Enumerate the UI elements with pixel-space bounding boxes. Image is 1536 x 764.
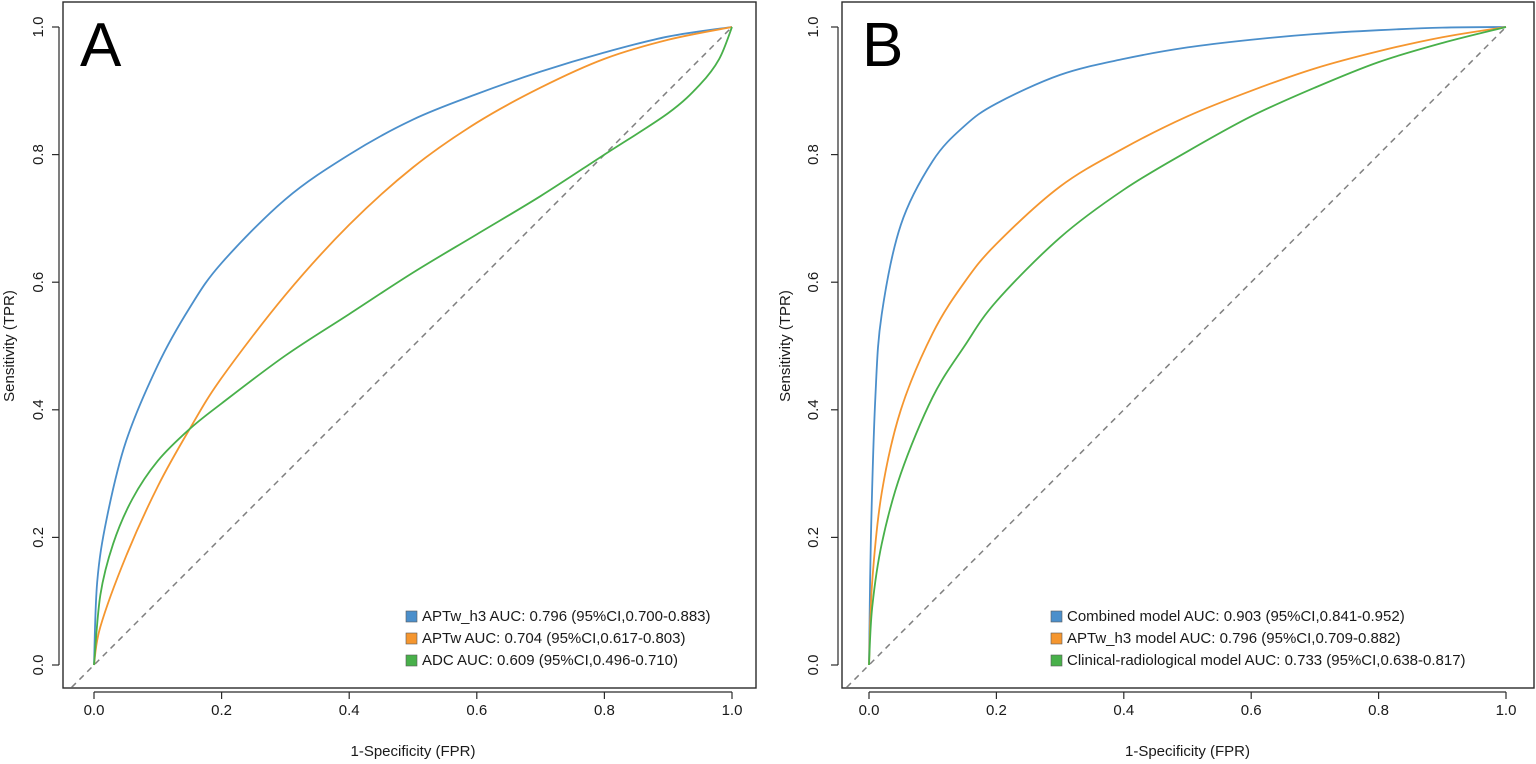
legend-label: ADC AUC: 0.609 (95%CI,0.496-0.710)	[422, 652, 678, 669]
x-tick-label: 0.4	[339, 702, 360, 719]
y-tick-label: 0.0	[30, 655, 47, 676]
y-tick-label: 0.6	[30, 272, 47, 293]
reference-diagonal	[71, 26, 733, 688]
legend: Combined model AUC: 0.903 (95%CI,0.841-0…	[1050, 608, 1466, 669]
y-tick-label: 0.8	[30, 144, 47, 165]
x-axis: 0.0 0.2 0.4 0.6 0.8 1.0	[859, 691, 1517, 719]
roc-curve-3	[93, 26, 733, 666]
y-axis-title: Sensitivity (TPR)	[1, 290, 18, 402]
y-tick-label: 1.0	[30, 17, 47, 38]
roc-curve-1	[93, 26, 733, 666]
y-tick-label: 0.4	[30, 399, 47, 420]
legend-label: APTw_h3 model AUC: 0.796 (95%CI,0.709-0.…	[1067, 630, 1401, 647]
panel-b: 0.0 0.2 0.4 0.6 0.8 1.0 1-Specificity (FPR) 0.0…	[777, 1, 1535, 760]
y-tick-label: 0.2	[30, 527, 47, 548]
panel-label: A	[80, 11, 122, 80]
roc-curve-2	[93, 26, 733, 666]
legend-label: Clinical-radiological model AUC: 0.733 (…	[1067, 652, 1466, 669]
y-tick-label: 0.8	[805, 144, 822, 165]
x-tick-label: 0.8	[1368, 702, 1389, 719]
x-tick-label: 1.0	[1496, 702, 1517, 719]
x-tick-label: 0.8	[594, 702, 615, 719]
legend-label: APTw_h3 AUC: 0.796 (95%CI,0.700-0.883)	[422, 608, 711, 625]
plot-frame	[841, 1, 1535, 689]
x-axis-title: 1-Specificity (FPR)	[350, 743, 475, 760]
y-tick-label: 1.0	[805, 17, 822, 38]
x-axis: 0.0 0.2 0.4 0.6 0.8 1.0	[84, 691, 743, 719]
y-axis: 0.0 0.2 0.4 0.6 0.8 1.0	[30, 17, 60, 676]
x-tick-label: 0.6	[466, 702, 487, 719]
y-tick-label: 0.4	[805, 399, 822, 420]
x-tick-label: 0.2	[211, 702, 232, 719]
x-tick-label: 0.2	[986, 702, 1007, 719]
roc-curve-3	[868, 26, 1507, 666]
legend-swatch	[1050, 610, 1063, 623]
legend-swatch	[405, 632, 418, 645]
roc-curve-1	[868, 26, 1507, 666]
panel-a: 0.0 0.2 0.4 0.6 0.8 1.0 1-Specificity (FPR) 0.0…	[1, 1, 757, 760]
legend-swatch	[405, 654, 418, 667]
plot-frame	[62, 1, 757, 689]
y-tick-label: 0.2	[805, 527, 822, 548]
legend-label: APTw AUC: 0.704 (95%CI,0.617-0.803)	[422, 630, 685, 647]
panel-label: B	[862, 11, 903, 80]
y-tick-label: 0.0	[805, 655, 822, 676]
legend-swatch	[405, 610, 418, 623]
legend-swatch	[1050, 632, 1063, 645]
y-tick-label: 0.6	[805, 272, 822, 293]
x-tick-label: 0.4	[1113, 702, 1134, 719]
x-tick-label: 0.0	[84, 702, 105, 719]
x-tick-label: 0.6	[1241, 702, 1262, 719]
y-axis-title: Sensitivity (TPR)	[777, 290, 794, 402]
legend: APTw_h3 AUC: 0.796 (95%CI,0.700-0.883) AP…	[405, 608, 711, 669]
y-axis: 0.0 0.2 0.4 0.6 0.8 1.0	[805, 17, 839, 676]
legend-swatch	[1050, 654, 1063, 667]
x-tick-label: 1.0	[722, 702, 743, 719]
roc-curve-2	[868, 26, 1507, 666]
legend-label: Combined model AUC: 0.903 (95%CI,0.841-0…	[1067, 608, 1405, 625]
x-axis-title: 1-Specificity (FPR)	[1125, 743, 1250, 760]
reference-diagonal	[846, 26, 1507, 688]
x-tick-label: 0.0	[859, 702, 880, 719]
